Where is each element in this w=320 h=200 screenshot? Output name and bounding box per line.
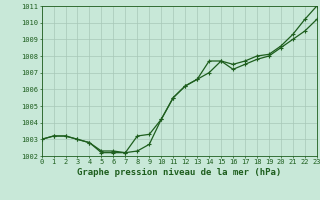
X-axis label: Graphe pression niveau de la mer (hPa): Graphe pression niveau de la mer (hPa) — [77, 168, 281, 177]
